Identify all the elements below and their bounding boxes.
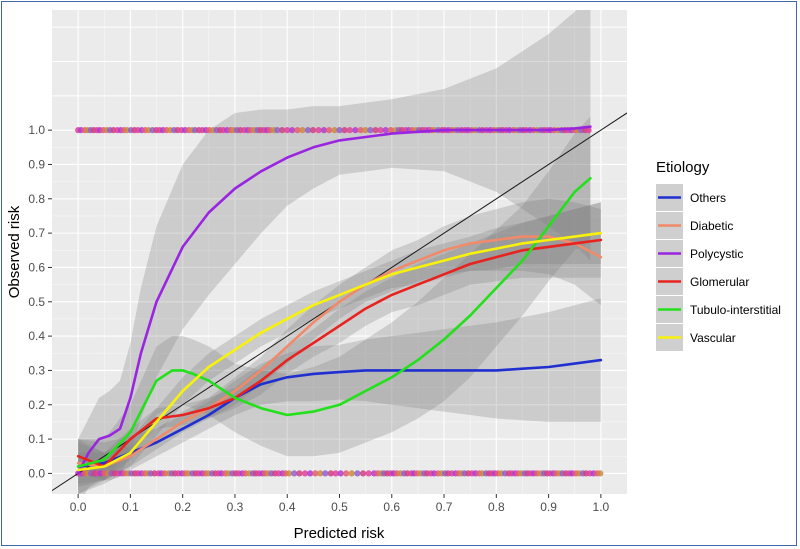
y-axis-title: Observed risk (6, 205, 23, 298)
rug-point (357, 127, 364, 134)
confidence-band (78, 198, 601, 484)
x-axis-title: Predicted risk (294, 525, 385, 542)
series-line (76, 125, 592, 475)
rug-point (346, 127, 353, 134)
rug-point (332, 470, 339, 477)
y-tick-label: 0.8 (28, 192, 45, 206)
rug-point (348, 470, 355, 477)
legend-item: Tubulo-interstitial (656, 296, 781, 323)
legend-label: Polycystic (690, 247, 743, 261)
y-tick-label: 0.6 (28, 260, 45, 274)
rug-point (341, 127, 348, 134)
series-line (76, 358, 603, 468)
rug-point (299, 127, 306, 134)
rug-point (337, 470, 344, 477)
x-tick-label: 0.9 (540, 500, 557, 514)
rug-point (354, 470, 361, 477)
legend-label: Others (690, 191, 726, 205)
y-tick-label: 0.7 (28, 226, 45, 240)
legend-label: Vascular (690, 331, 736, 345)
y-tick-label: 0.3 (28, 363, 45, 377)
x-tick-label: 0.2 (174, 500, 191, 514)
x-tick-label: 0.5 (331, 500, 348, 514)
confidence-band (78, 202, 601, 488)
rug-point (285, 470, 293, 477)
rug-point (291, 470, 298, 477)
rug-point (279, 127, 286, 134)
rug-point (294, 127, 301, 134)
y-tick-label: 0.9 (28, 157, 45, 171)
rug-point (325, 127, 333, 134)
x-tick-label: 0.6 (383, 500, 400, 514)
y-tick-label: 1.0 (28, 123, 45, 137)
rug-point (274, 127, 281, 134)
y-tick-label: 0.2 (28, 398, 45, 412)
legend-item: Polycystic (656, 240, 743, 267)
rug-point (296, 470, 303, 477)
rug-point (372, 127, 379, 134)
x-tick-label: 0.0 (70, 500, 87, 514)
rug-point (336, 127, 343, 134)
y-tick-label: 0.0 (28, 466, 45, 480)
series-line (76, 238, 603, 468)
confidence-band (78, 298, 601, 494)
legend-label: Tubulo-interstitial (690, 303, 781, 317)
rug-point (312, 470, 319, 477)
rug-point (307, 470, 314, 477)
rug-point (377, 127, 384, 134)
rug-point (301, 470, 309, 477)
y-tick-label: 0.1 (28, 432, 45, 446)
legend-item: Vascular (656, 324, 736, 351)
x-tick-label: 0.3 (227, 500, 244, 514)
legend-items: Others Diabetic Polycystic Glomerular Tubulo… (656, 184, 781, 351)
rug-point (367, 127, 374, 134)
y-tick-label: 0.5 (28, 295, 45, 309)
rug-point (352, 127, 359, 134)
legend-label: Glomerular (690, 275, 749, 289)
series-line (76, 231, 603, 472)
x-tick-label: 0.7 (436, 500, 453, 514)
rug-point (585, 127, 592, 134)
rug-point (315, 127, 322, 134)
rug-point (304, 127, 312, 134)
x-tick-label: 0.8 (488, 500, 505, 514)
x-tick-label: 0.1 (122, 500, 139, 514)
legend-label: Diabetic (690, 219, 733, 233)
series-line (76, 176, 592, 468)
y-tick-label: 0.4 (28, 329, 45, 343)
legend-title: Etiology (656, 159, 710, 176)
confidence-band (78, 116, 591, 494)
series-lines (76, 125, 603, 475)
y-axis-ticks: 0.0 0.1 0.2 0.3 0.4 0.5 0.6 0.7 0.8 0.9 1.0 (28, 123, 52, 480)
confidence-band (78, 202, 601, 481)
rug-point (362, 127, 369, 134)
rug-points (75, 127, 604, 477)
rug-point (284, 127, 291, 134)
legend-item: Diabetic (656, 212, 733, 239)
rug-point (359, 470, 367, 477)
rug-point (327, 470, 334, 477)
rug-point (365, 470, 372, 477)
rug-point (331, 127, 338, 134)
legend-item: Others (656, 184, 726, 211)
rug-point (343, 470, 350, 477)
x-tick-label: 0.4 (279, 500, 296, 514)
rug-point (382, 127, 389, 134)
rug-point (322, 470, 329, 477)
rug-point (289, 127, 296, 134)
series-line (76, 235, 603, 468)
rug-point (309, 127, 317, 134)
rug-point (317, 470, 324, 477)
rug-point (320, 127, 328, 134)
legend-item: Glomerular (656, 268, 749, 295)
x-tick-label: 1.0 (593, 500, 610, 514)
rug-point (387, 127, 394, 134)
legend: Etiology Others Diabetic Polycystic Glomeru… (656, 159, 781, 351)
rug-point (597, 470, 604, 477)
x-axis-ticks: 0.0 0.1 0.2 0.3 0.4 0.5 0.6 0.7 0.8 0.9 1.0 (70, 494, 610, 514)
